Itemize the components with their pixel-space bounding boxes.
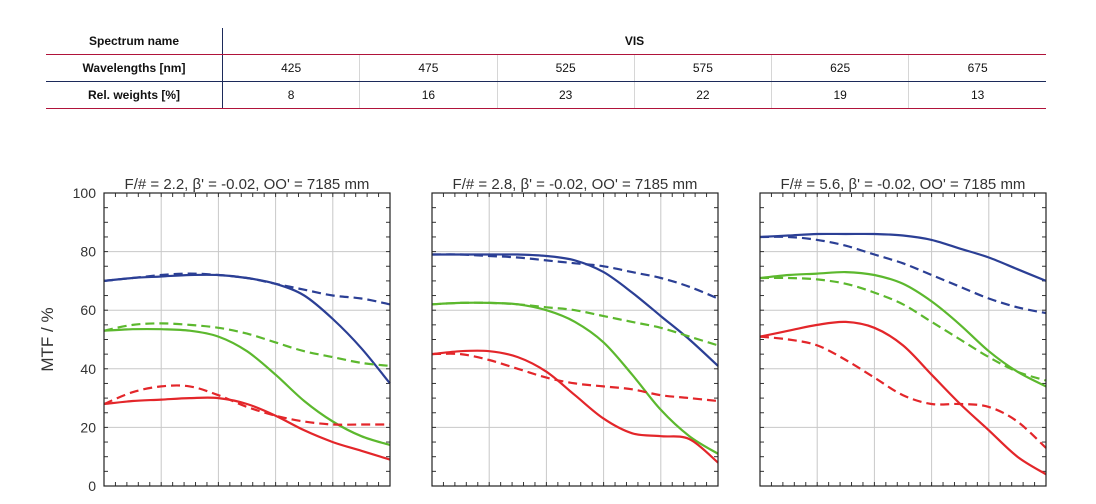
y-tick-label: 40 [80,361,96,377]
mtf-curve-blue-dashed [759,235,1047,315]
mtf-curve-blue-dashed [103,272,391,306]
spectrum-name-label: Spectrum name [46,28,223,55]
y-tick-label: 100 [73,185,97,201]
mtf-chart-1: F/# = 2.2, β' = -0.02, OO' = 7185 mm 0 20 4… [38,176,391,494]
y-axis-label: MTF / % [38,307,57,371]
mtf-curve-red-solid [103,396,391,461]
weight-cell: 23 [496,81,635,109]
weights-label: Rel. weights [%] [46,81,223,109]
mtf-curve-green-dashed [103,322,391,367]
chart-title: F/# = 5.6, β' = -0.02, OO' = 7185 mm [781,176,1026,193]
mtf-curve-green-dashed [759,276,1047,382]
mtf-curve-red-solid [431,349,719,464]
mtf-curve-blue-dashed [431,253,719,300]
weights-row: Rel. weights [%] 8 16 23 22 19 13 [46,81,1046,109]
chart-title: F/# = 2.8, β' = -0.02, OO' = 7185 mm [453,176,698,193]
weight-cell: 22 [633,81,772,109]
wavelength-cell: 575 [633,54,772,82]
wavelength-row: Wavelengths [nm] 425 475 525 575 625 675 [46,54,1046,82]
wavelength-label: Wavelengths [nm] [46,54,223,82]
plot-frame [759,192,1047,487]
weight-cell: 16 [359,81,497,109]
weight-cell: 19 [770,81,909,109]
wavelength-cell: 425 [221,54,360,82]
mtf-chart-3: F/# = 5.6, β' = -0.02, OO' = 7185 mm [759,176,1047,487]
mtf-curve-red-dashed [103,384,390,426]
mtf-curve-green-solid [103,327,391,447]
wavelength-cell: 525 [496,54,635,82]
mtf-chart-2: F/# = 2.8, β' = -0.02, OO' = 7185 mm [431,176,719,487]
mtf-curve-red-dashed [431,352,719,403]
mtf-curve-green-solid [431,301,719,455]
chart-title: F/# = 2.2, β' = -0.02, OO' = 7185 mm [125,176,370,193]
y-tick-label: 80 [80,244,96,260]
y-tick-label: 20 [80,419,96,435]
mtf-curve-green-solid [759,270,1047,388]
plot-frame [431,192,719,487]
wavelength-cell: 475 [359,54,497,82]
mtf-curve-red-solid [759,320,1047,476]
y-tick-label: 0 [88,478,96,494]
wavelength-cell: 675 [908,54,1046,82]
wavelength-cell: 625 [770,54,909,82]
mtf-curve-red-dashed [759,335,1047,449]
spectrum-name-value: VIS [222,28,1046,55]
mtf-curve-green-dashed [431,301,719,347]
y-tick-label: 60 [80,302,96,318]
weight-cell: 13 [908,81,1046,109]
spectrum-row: Spectrum name VIS [46,28,1046,55]
mtf-curve-blue-solid [759,232,1047,282]
spectrum-table: Spectrum name VIS Wavelengths [nm] 425 4… [46,28,1046,109]
plot-frame [103,192,391,487]
weight-cell: 8 [221,81,360,109]
